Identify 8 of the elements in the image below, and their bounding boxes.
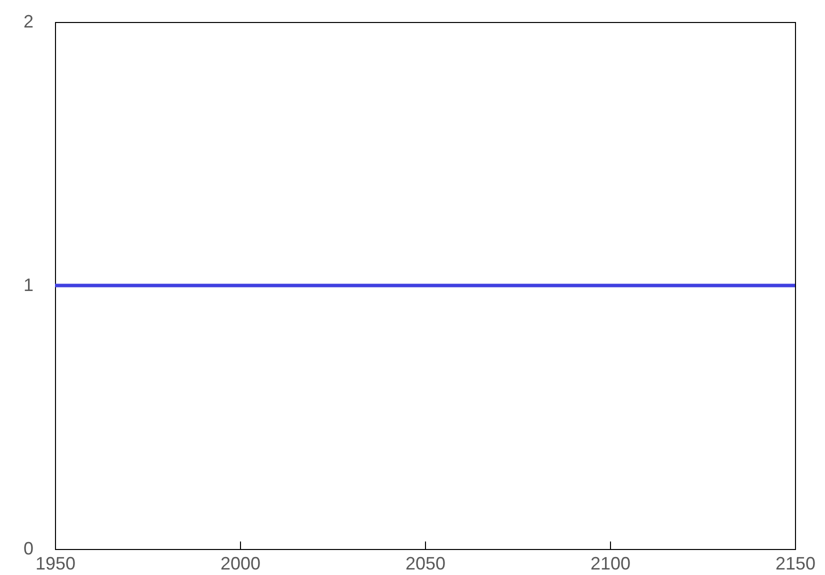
y-tick-label: 2: [23, 12, 34, 32]
x-tick-label: 2150: [775, 554, 816, 574]
x-tick-label: 1950: [35, 554, 76, 574]
x-tick-label: 2050: [405, 554, 446, 574]
y-tick-label: 0: [23, 538, 34, 558]
y-tick-label: 1: [23, 275, 34, 295]
x-tick-label: 2000: [220, 554, 261, 574]
x-tick-label: 2100: [590, 554, 631, 574]
